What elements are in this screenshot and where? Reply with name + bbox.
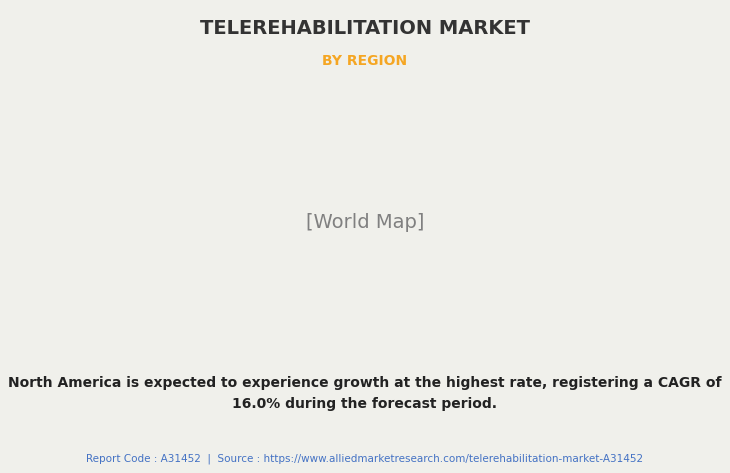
Text: Report Code : A31452  |  Source : https://www.alliedmarketresearch.com/telerehab: Report Code : A31452 | Source : https://… bbox=[86, 454, 644, 464]
Text: BY REGION: BY REGION bbox=[323, 54, 407, 69]
Text: TELEREHABILITATION MARKET: TELEREHABILITATION MARKET bbox=[200, 19, 530, 38]
Text: North America is expected to experience growth at the highest rate, registering : North America is expected to experience … bbox=[8, 376, 722, 411]
Text: [World Map]: [World Map] bbox=[306, 213, 424, 232]
